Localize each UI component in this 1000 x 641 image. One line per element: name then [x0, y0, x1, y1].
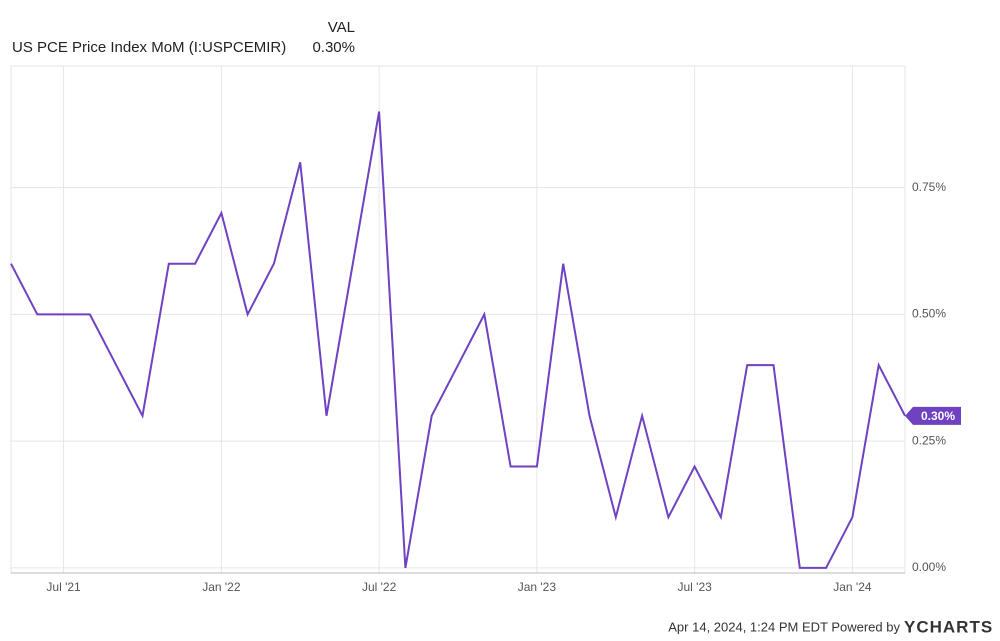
x-tick-label: Jan '23 [518, 580, 557, 594]
x-tick-label: Jul '21 [46, 580, 81, 594]
y-tick-label: 0.50% [912, 307, 946, 321]
x-tick-label: Jul '22 [362, 580, 397, 594]
value-tag-label: 0.30% [921, 409, 955, 423]
value-header: VAL [328, 19, 355, 36]
data-line [10, 111, 906, 569]
brand-logo: YCHARTS [904, 617, 993, 636]
legend-value: 0.30% [312, 39, 355, 56]
y-tick-label: 0.25% [912, 433, 946, 447]
x-tick-label: Jan '22 [202, 580, 241, 594]
y-tick-label: 0.00% [912, 560, 946, 574]
legend-entry: US PCE Price Index MoM (I:USPCEMIR) [12, 39, 286, 56]
x-tick-label: Jan '24 [833, 580, 872, 594]
plot-area [10, 65, 906, 574]
footer: Apr 14, 2024, 1:24 PM EDT Powered by [668, 619, 900, 634]
x-tick-label: Jul '23 [677, 580, 712, 594]
value-tag [905, 406, 961, 425]
y-tick-label: 0.75% [912, 180, 946, 194]
